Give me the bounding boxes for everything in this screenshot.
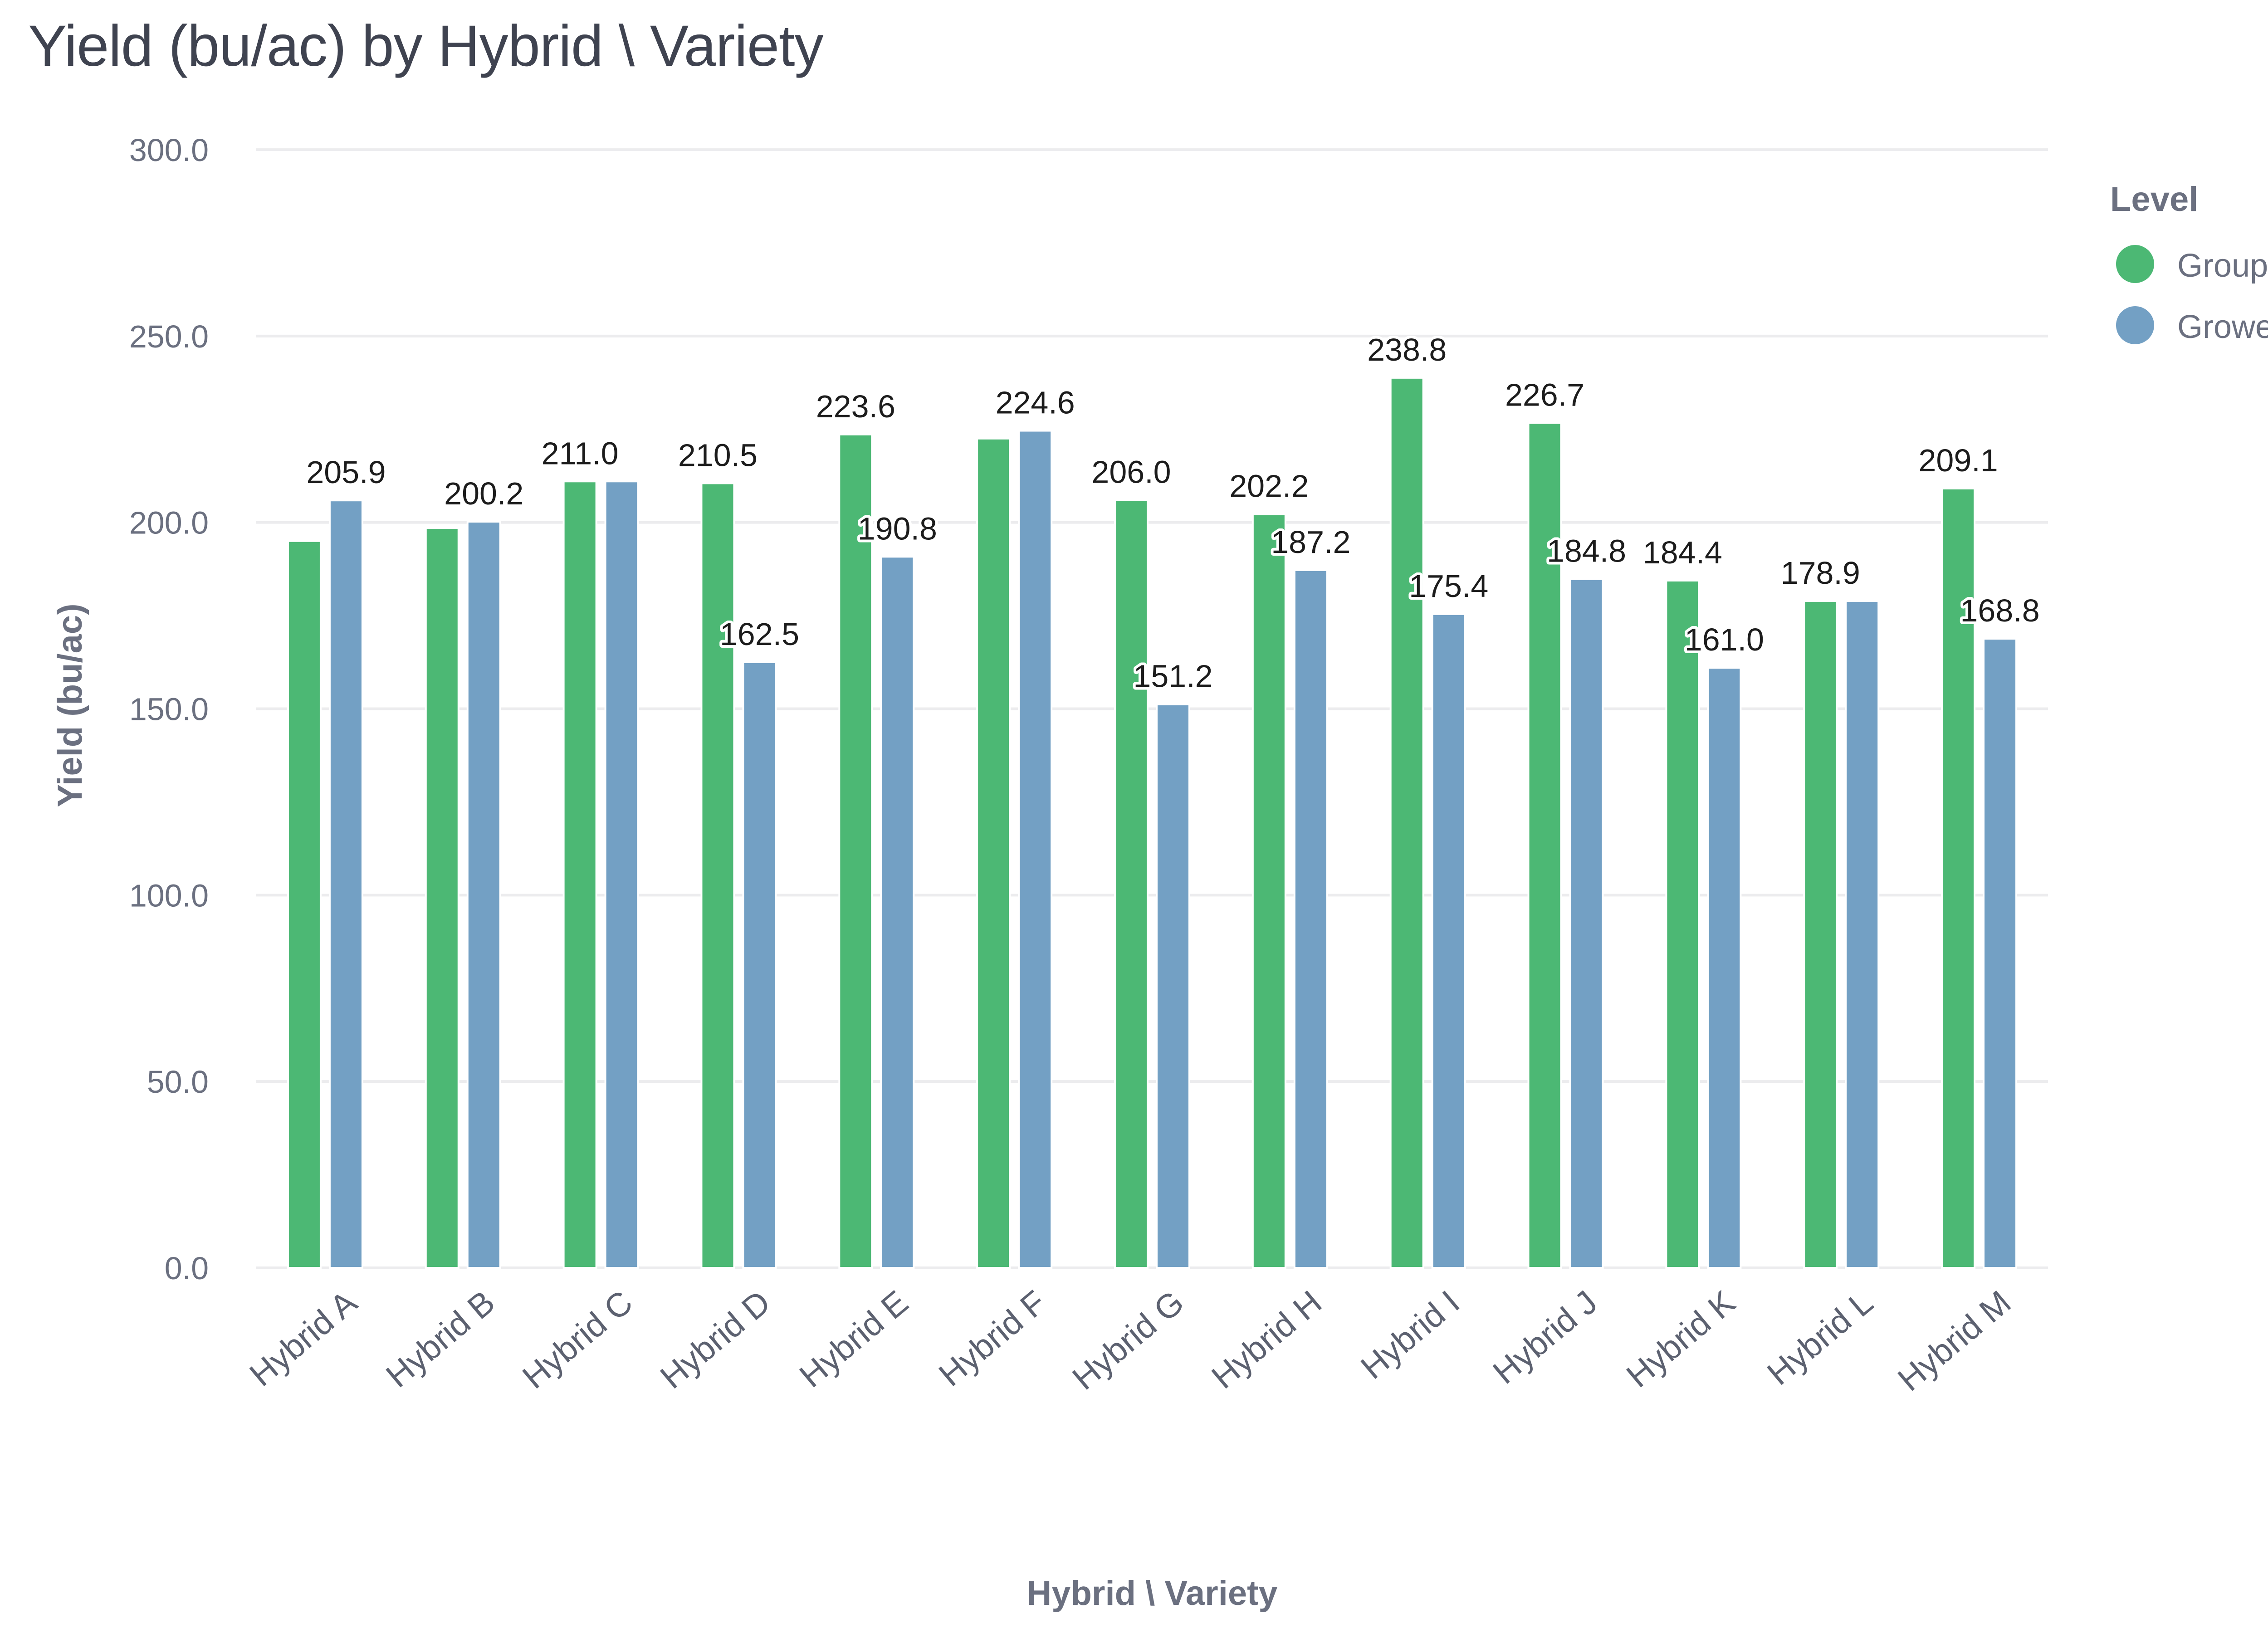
data-label-grower: 162.5 [720,616,799,652]
bar-grower[interactable] [1293,569,1328,1269]
x-tick-label: Hybrid M [1891,1283,2018,1398]
data-label-group: 178.9 [1781,555,1860,591]
bar-group[interactable] [1527,422,1562,1269]
data-label-group: 209.1 [1918,443,1998,478]
bar-group[interactable] [700,482,735,1269]
y-tick-label: 50.0 [147,1064,209,1100]
legend-label-grower: Grower [2177,309,2268,345]
bar-group[interactable] [562,480,597,1269]
bar-group[interactable] [1389,376,1424,1269]
bar-group[interactable] [838,433,873,1269]
x-axis-ticks: Hybrid A Hybrid B Hybrid C Hybrid D Hybrid E… [243,1283,2018,1398]
chart-title: Yield (bu/ac) by Hybrid \ Variety [28,14,824,78]
data-label-grower: 187.2 [1271,524,1350,560]
data-label-grower: 205.9 [306,455,386,490]
legend: Level Group Grower [2110,180,2268,345]
x-axis-title: Hybrid \ Variety [1026,1574,1277,1613]
bar-grower[interactable] [1431,613,1466,1269]
bar-grower[interactable] [880,556,915,1269]
data-label-group: 210.5 [678,437,758,473]
legend-label-group: Group [2177,248,2268,284]
data-label-grower: 168.8 [1960,593,2039,628]
x-tick-label: Hybrid G [1065,1283,1191,1397]
data-label-grower: 224.6 [996,385,1075,420]
y-tick-label: 250.0 [129,319,209,354]
legend-item-group[interactable]: Group [2116,245,2268,284]
y-axis-title: Yield (bu/ac) [51,603,89,807]
bar-grower[interactable] [1569,578,1604,1269]
legend-item-grower[interactable]: Grower [2116,306,2268,345]
data-label-grower: 161.0 [1685,622,1764,657]
data-labels: 205.9 200.2 211.0 210.5 162.5 223.6 190.8 224.6… [303,329,2042,697]
bar-grower[interactable] [328,499,363,1269]
bar-grower[interactable] [1845,600,1880,1269]
data-label-grower: 151.2 [1133,659,1212,694]
data-label-group: 226.7 [1505,377,1584,412]
legend-swatch-grower [2116,306,2154,344]
bar-grower[interactable] [1707,667,1742,1269]
data-label-grower: 175.4 [1409,568,1488,604]
data-label-grower: 190.8 [858,511,937,546]
bar-group[interactable] [425,527,459,1269]
x-tick-label: Hybrid A [243,1283,364,1393]
bar-grower[interactable] [1156,703,1190,1269]
bar-group[interactable] [1803,600,1838,1269]
legend-swatch-group [2116,245,2154,283]
data-label-group: 223.6 [816,389,895,424]
y-tick-label: 0.0 [165,1251,209,1286]
bar-grower[interactable] [604,480,639,1269]
x-tick-label: Hybrid H [1204,1283,1329,1396]
bars [287,376,2018,1269]
y-tick-label: 150.0 [129,692,209,727]
bar-grower[interactable] [466,521,501,1269]
bar-grower[interactable] [1018,430,1053,1269]
bar-group[interactable] [1665,579,1700,1269]
data-label-group: 206.0 [1091,454,1171,489]
data-label-group: 202.2 [1229,469,1309,504]
bar-group[interactable] [1114,499,1149,1269]
bar-grower[interactable] [742,661,777,1269]
data-label-grower: 184.8 [1547,533,1626,569]
legend-title: Level [2110,180,2198,219]
y-tick-label: 300.0 [129,132,209,168]
x-tick-label: Hybrid K [1619,1283,1742,1395]
x-tick-label: Hybrid L [1760,1283,1880,1393]
y-tick-label: 100.0 [129,878,209,913]
data-label-group: 238.8 [1367,332,1447,367]
gridlines [256,148,2048,1269]
bar-group[interactable] [1251,513,1286,1269]
bar-group[interactable] [1941,487,1976,1269]
x-tick-label: Hybrid J [1486,1283,1604,1391]
data-label-group: 184.4 [1643,535,1722,570]
y-tick-label: 200.0 [129,505,209,541]
data-label-group: 211.0 [542,435,619,471]
x-tick-label: Hybrid D [653,1283,777,1396]
data-label-grower: 200.2 [444,476,523,511]
x-tick-label: Hybrid C [515,1283,640,1396]
x-tick-label: Hybrid I [1354,1283,1466,1386]
bar-group[interactable] [976,437,1011,1269]
x-tick-label: Hybrid B [379,1283,502,1395]
bar-group[interactable] [287,540,322,1269]
x-tick-label: Hybrid E [792,1283,915,1395]
y-axis-ticks: 0.0 50.0 100.0 150.0 200.0 250.0 300.0 [129,132,209,1286]
x-tick-label: Hybrid F [932,1283,1053,1393]
bar-grower[interactable] [1983,638,2018,1269]
